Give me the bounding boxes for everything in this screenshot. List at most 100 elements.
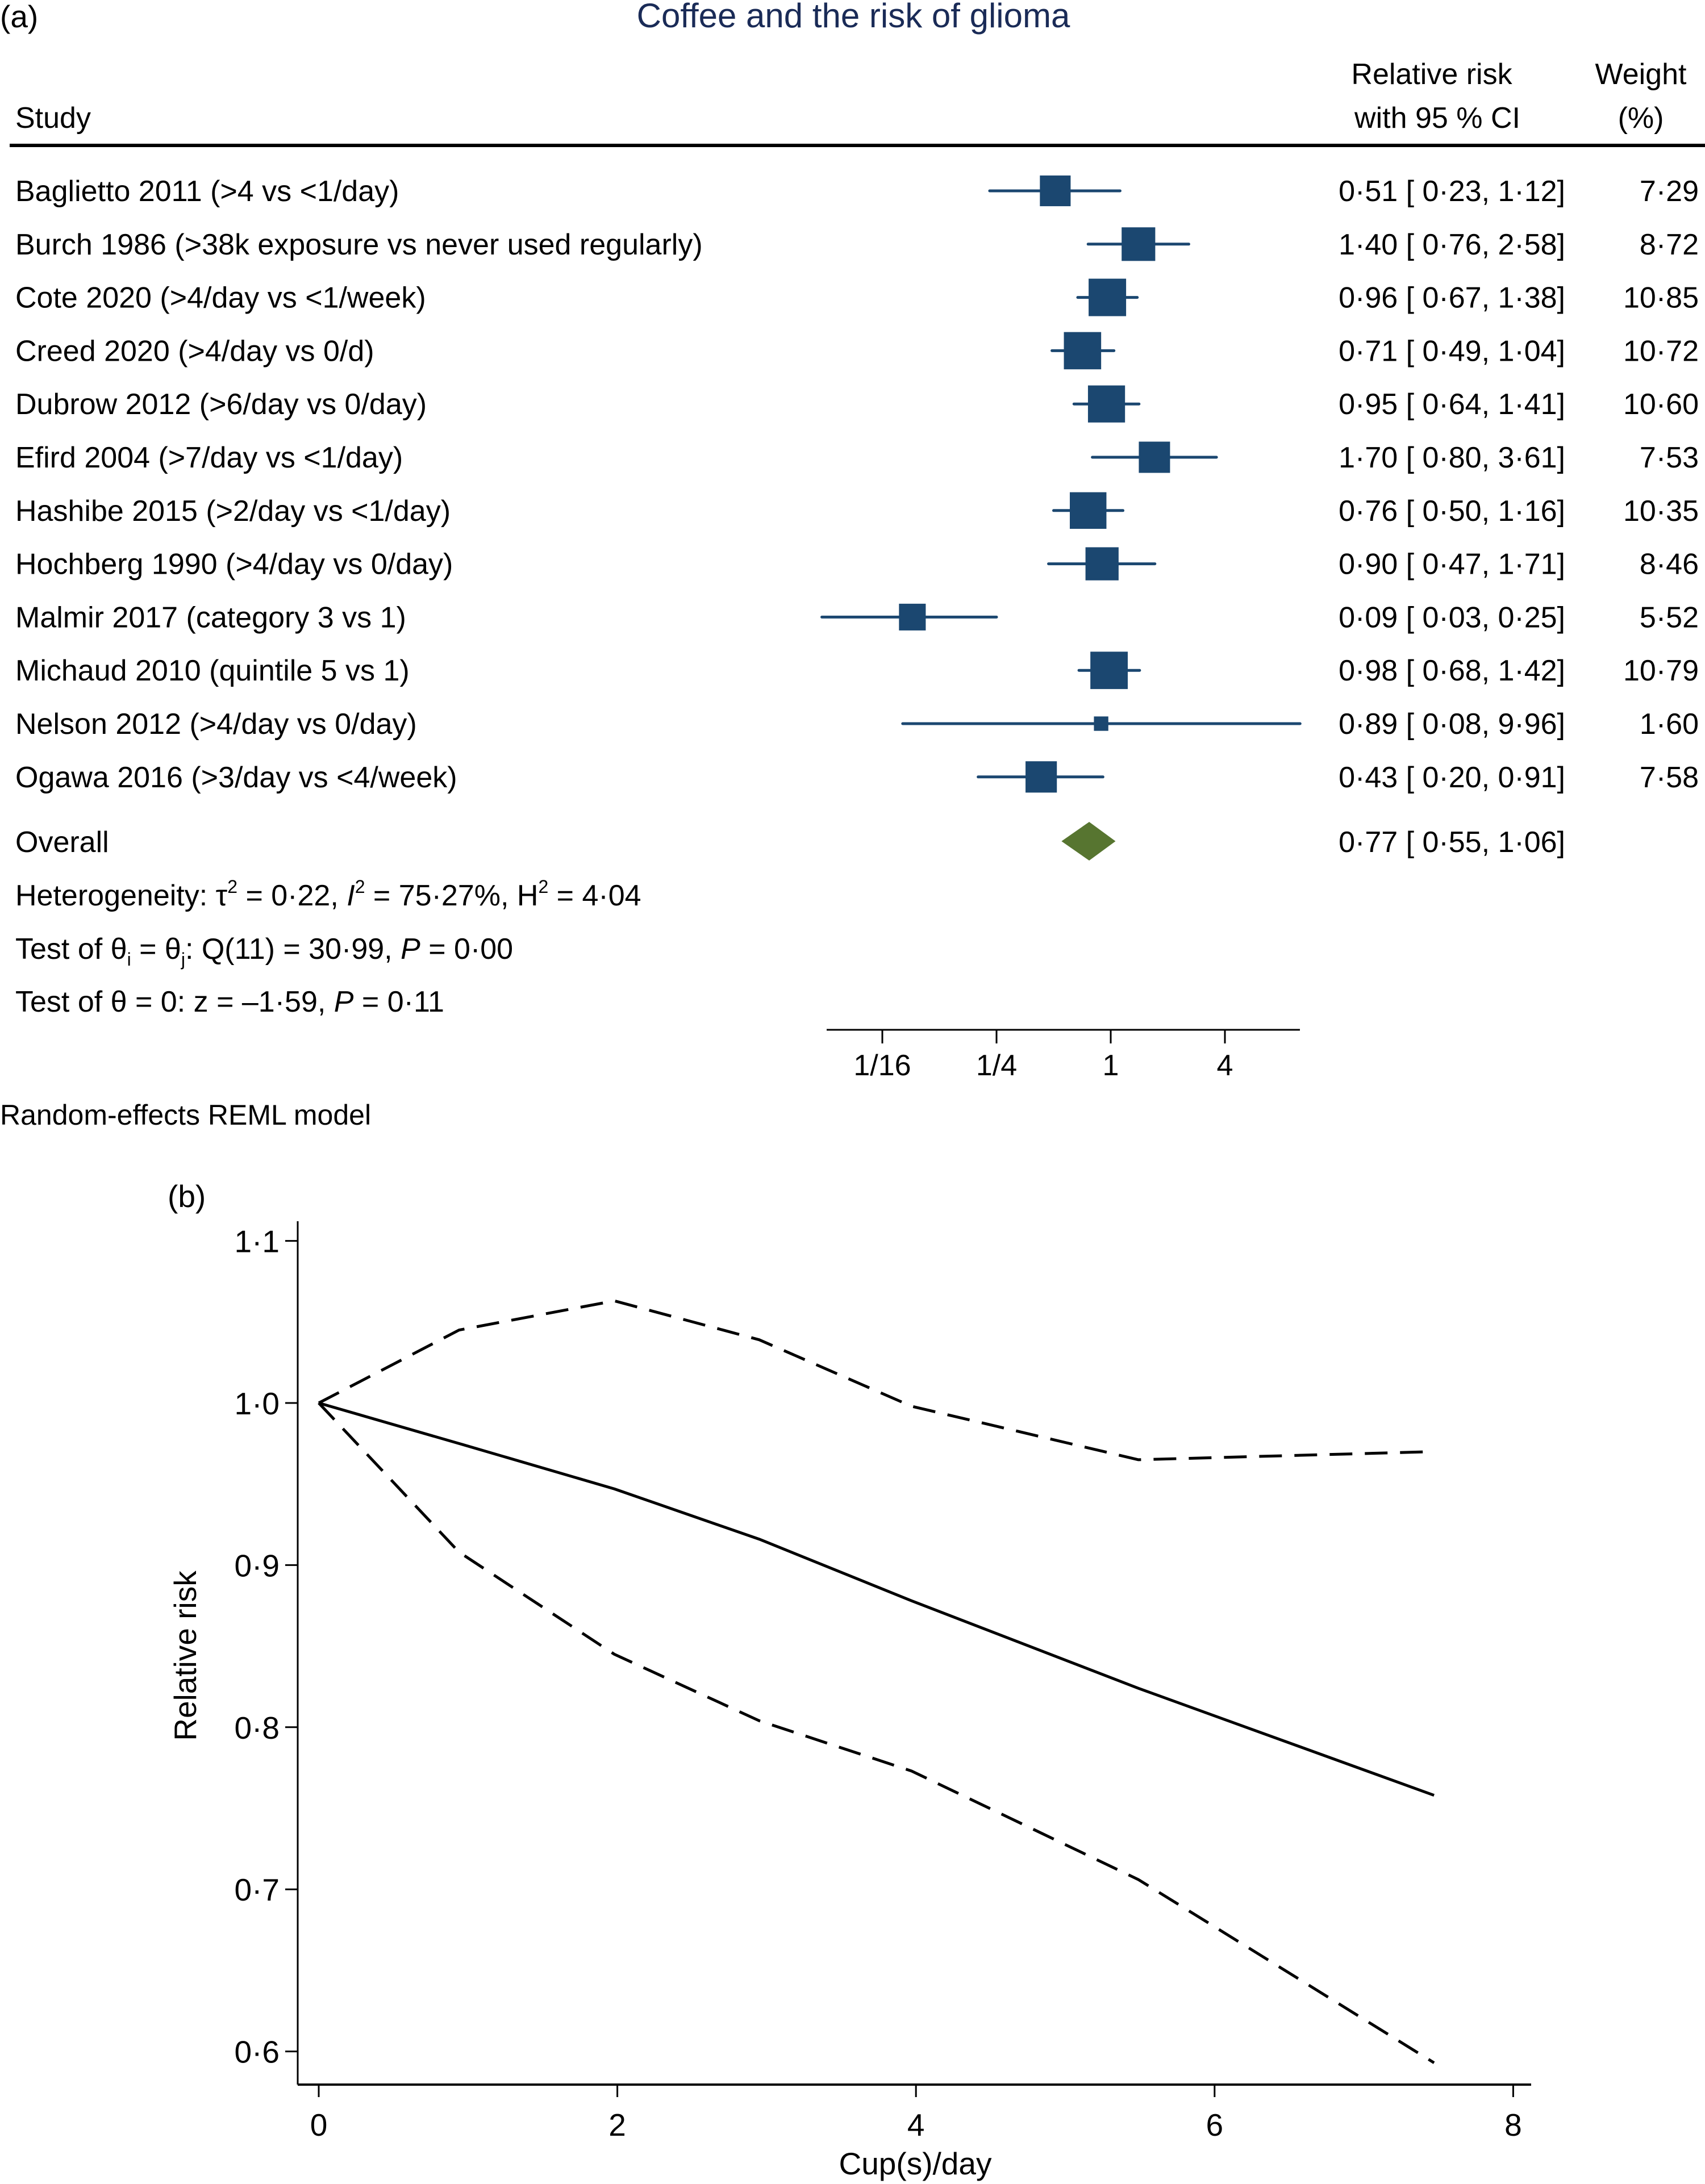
overall-diamond xyxy=(1061,822,1116,861)
study-row: Malmir 2017 (category 3 vs 1) 0·09 [ 0·03… xyxy=(15,601,1699,634)
rr-ci-value: 0·96 [ 0·67, 1·38] xyxy=(1339,282,1565,315)
forest-tick-label: 1 xyxy=(1103,1049,1119,1082)
study-label: Ogawa 2016 (>3/day vs <4/week) xyxy=(15,761,457,794)
panel-a-label: (a) xyxy=(0,0,38,34)
rr-ci-value: 0·90 [ 0·47, 1·71] xyxy=(1339,548,1565,581)
header-weight-line2: (%) xyxy=(1618,102,1664,135)
overall-estimate: 0·77 [ 0·55, 1·06] xyxy=(1339,826,1565,859)
dose-response-lines xyxy=(318,1299,1435,2064)
study-label: Hochberg 1990 (>4/day vs 0/day) xyxy=(15,548,453,581)
study-row: Dubrow 2012 (>6/day vs 0/day) 0·95 [ 0·64… xyxy=(15,385,1699,423)
point-estimate-marker xyxy=(1122,227,1156,261)
x-tick-label: 2 xyxy=(608,2107,626,2143)
heterogeneity-stats: Heterogeneity: τ2 = 0·22, I2 = 75·27%, H… xyxy=(15,876,641,912)
forest-plot-panel: (a) Coffee and the risk of glioma Study … xyxy=(0,0,1705,1131)
study-row: Cote 2020 (>4/day vs <1/week) 0·96 [ 0·67… xyxy=(15,278,1699,316)
weight-value: 10·60 xyxy=(1623,388,1699,421)
study-row: Nelson 2012 (>4/day vs 0/day) 0·89 [ 0·08… xyxy=(15,708,1699,741)
header-study: Study xyxy=(15,102,91,135)
weight-value: 5·52 xyxy=(1640,601,1699,634)
weight-value: 8·46 xyxy=(1640,548,1699,581)
point-estimate-marker xyxy=(1025,761,1057,793)
weight-value: 10·35 xyxy=(1623,495,1699,528)
overall-label: Overall xyxy=(15,826,109,859)
weight-value: 10·79 xyxy=(1623,654,1699,687)
point-estimate-marker xyxy=(1085,547,1119,581)
x-tick-label: 0 xyxy=(310,2107,328,2143)
weight-value: 7·29 xyxy=(1640,175,1699,208)
weight-value: 7·58 xyxy=(1640,761,1699,794)
study-rows: Baglietto 2011 (>4 vs <1/day) 0·51 [ 0·23… xyxy=(15,175,1699,794)
rr-ci-value: 0·89 [ 0·08, 9·96] xyxy=(1339,708,1565,741)
study-label: Cote 2020 (>4/day vs <1/week) xyxy=(15,282,426,315)
rr-ci-value: 0·09 [ 0·03, 0·25] xyxy=(1339,601,1565,634)
x-tick-label: 4 xyxy=(907,2107,925,2143)
study-label: Hashibe 2015 (>2/day vs <1/day) xyxy=(15,495,451,528)
study-row: Hashibe 2015 (>2/day vs <1/day) 0·76 [ 0·… xyxy=(15,492,1699,529)
y-axis-label: Relative risk xyxy=(168,1571,203,1741)
forest-tick-label: 1/4 xyxy=(976,1049,1017,1082)
rr-ci-value: 0·43 [ 0·20, 0·91] xyxy=(1339,761,1565,794)
forest-tick-label: 1/16 xyxy=(853,1049,911,1082)
homogeneity-test: Test of θi = θj: Q(11) = 30·99, P = 0·00 xyxy=(15,933,513,970)
dose-response-panel: (b) 1·1 1·0 0·9 0·8 0·7 0·6 0 2 4 6 8 Relative ris… xyxy=(168,1179,1531,2181)
rr-ci-value: 0·51 [ 0·23, 1·12] xyxy=(1339,175,1565,208)
rr-ci-value: 0·76 [ 0·50, 1·16] xyxy=(1339,495,1565,528)
y-tick-label: 0·9 xyxy=(235,1548,280,1583)
point-estimate-marker xyxy=(899,603,926,630)
weight-value: 10·85 xyxy=(1623,282,1699,315)
study-label: Baglietto 2011 (>4 vs <1/day) xyxy=(15,175,399,208)
point-estimate-marker xyxy=(1064,332,1102,370)
study-label: Nelson 2012 (>4/day vs 0/day) xyxy=(15,708,417,741)
relative-risk-line xyxy=(318,1401,1435,1797)
weight-value: 1·60 xyxy=(1640,708,1699,741)
study-label: Burch 1986 (>38k exposure vs never used … xyxy=(15,228,703,261)
study-label: Michaud 2010 (quintile 5 vs 1) xyxy=(15,654,410,687)
forest-plot-title: Coffee and the risk of glioma xyxy=(637,0,1070,35)
x-tick-label: 6 xyxy=(1206,2107,1224,2143)
header-rr-line2: with 95 % CI xyxy=(1354,102,1520,135)
study-row: Baglietto 2011 (>4 vs <1/day) 0·51 [ 0·23… xyxy=(15,175,1699,208)
study-label: Creed 2020 (>4/day vs 0/d) xyxy=(15,335,374,368)
upper-ci-line xyxy=(318,1299,1435,1461)
lower-ci-line xyxy=(318,1402,1435,2064)
rr-ci-value: 0·98 [ 0·68, 1·42] xyxy=(1339,654,1565,687)
header-weight-line1: Weight xyxy=(1595,58,1687,91)
study-row: Creed 2020 (>4/day vs 0/d) 0·71 [ 0·49, 1… xyxy=(15,332,1699,370)
study-row: Michaud 2010 (quintile 5 vs 1) 0·98 [ 0·6… xyxy=(15,652,1699,690)
weight-value: 7·53 xyxy=(1640,441,1699,474)
x-axis-label: Cup(s)/day xyxy=(839,2146,992,2181)
forest-x-axis: 1/16 1/4 1 4 xyxy=(827,1029,1300,1082)
study-label: Dubrow 2012 (>6/day vs 0/day) xyxy=(15,388,427,421)
header-rr-line1: Relative risk xyxy=(1351,58,1512,91)
point-estimate-marker xyxy=(1090,652,1128,690)
rr-ci-value: 1·70 [ 0·80, 3·61] xyxy=(1339,441,1565,474)
point-estimate-marker xyxy=(1089,278,1127,316)
panel-b-label: (b) xyxy=(168,1179,206,1214)
model-footnote: Random-effects REML model xyxy=(0,1099,371,1131)
study-row: Ogawa 2016 (>3/day vs <4/week) 0·43 [ 0·2… xyxy=(15,761,1699,794)
study-row: Efird 2004 (>7/day vs <1/day) 1·70 [ 0·80… xyxy=(15,441,1699,474)
study-row: Burch 1986 (>38k exposure vs never used … xyxy=(15,227,1699,261)
point-estimate-marker xyxy=(1040,175,1071,207)
y-tick-label: 0·6 xyxy=(235,2035,280,2070)
y-tick-label: 0·8 xyxy=(235,1710,280,1745)
point-estimate-marker xyxy=(1069,492,1107,529)
x-tick-label: 8 xyxy=(1504,2107,1522,2143)
forest-tick-label: 4 xyxy=(1217,1049,1233,1082)
study-label: Efird 2004 (>7/day vs <1/day) xyxy=(15,441,403,474)
weight-value: 10·72 xyxy=(1623,335,1699,368)
y-tick-label: 1·1 xyxy=(235,1224,280,1259)
point-estimate-marker xyxy=(1087,385,1125,423)
study-label: Malmir 2017 (category 3 vs 1) xyxy=(15,601,406,634)
effect-test: Test of θ = 0: z = –1·59, P = 0·11 xyxy=(15,985,444,1018)
point-estimate-marker xyxy=(1094,716,1108,731)
rr-ci-value: 0·95 [ 0·64, 1·41] xyxy=(1339,388,1565,421)
y-tick-label: 0·7 xyxy=(235,1872,280,1907)
rr-ci-value: 0·71 [ 0·49, 1·04] xyxy=(1339,335,1565,368)
y-tick-label: 1·0 xyxy=(235,1386,280,1421)
point-estimate-marker xyxy=(1139,441,1170,473)
dose-response-axes: 1·1 1·0 0·9 0·8 0·7 0·6 0 2 4 6 8 xyxy=(235,1221,1531,2143)
weight-value: 8·72 xyxy=(1640,228,1699,261)
